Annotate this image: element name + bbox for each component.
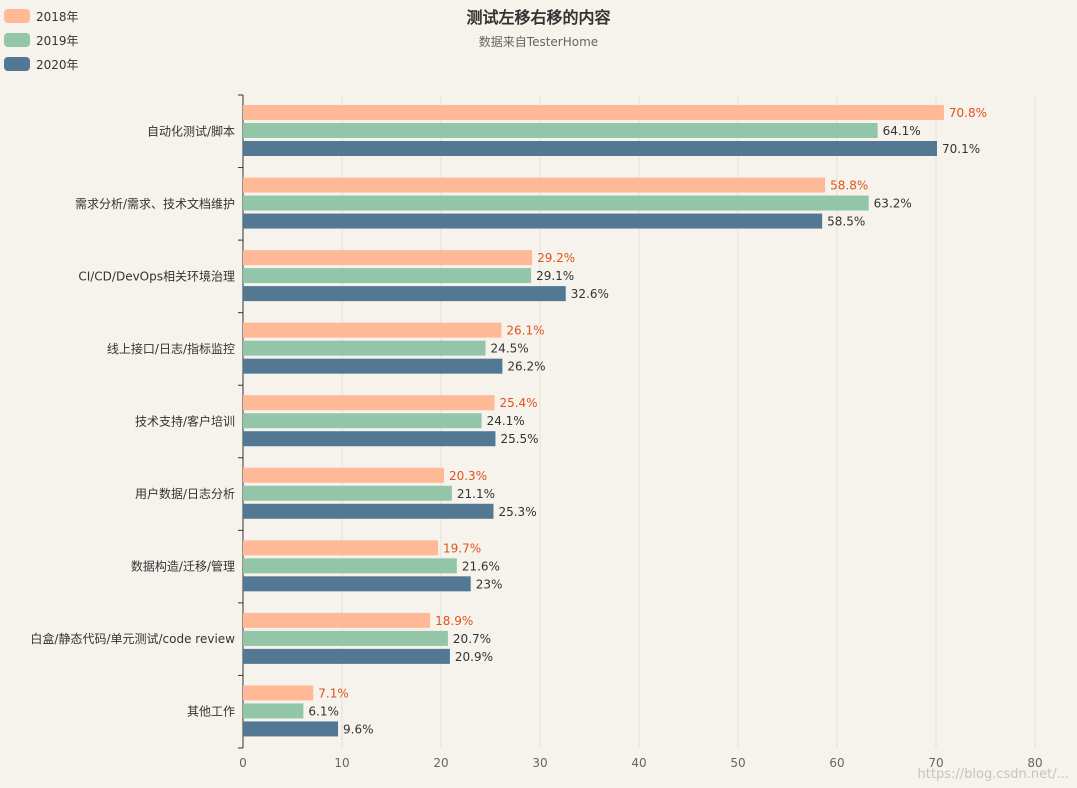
legend-swatch-2019 (4, 33, 30, 47)
bar-2019年 (243, 485, 452, 501)
bar-2018年 (243, 467, 444, 483)
legend-item-2020[interactable]: 2020年 (4, 52, 79, 76)
legend-label-2018: 2018年 (36, 9, 79, 24)
legend: 2018年 2019年 2020年 (4, 4, 79, 76)
legend-label-2019: 2019年 (36, 33, 79, 48)
x-tick-label: 60 (829, 756, 844, 770)
bar-2018年 (243, 540, 439, 556)
bar-2020年 (243, 141, 937, 156)
x-tick-label: 50 (730, 756, 745, 770)
bar-2019年 (243, 413, 482, 429)
data-label: 20.3% (449, 469, 487, 483)
bar-2018年 (243, 250, 533, 266)
bar-2019年 (243, 630, 448, 646)
data-label: 70.8% (949, 106, 987, 120)
bar-2020年 (243, 576, 471, 592)
data-label: 20.9% (455, 650, 493, 664)
data-label: 24.1% (487, 414, 525, 428)
bar-2018年 (243, 395, 495, 411)
x-tick-label: 10 (334, 756, 349, 770)
data-label: 6.1% (308, 704, 339, 718)
bar-2020年 (243, 648, 450, 664)
x-tick-label: 70 (928, 756, 943, 770)
bar-2020年 (243, 431, 496, 447)
category-label: 需求分析/需求、技术文档维护 (75, 196, 235, 211)
bar-2020年 (243, 503, 494, 519)
legend-label-2020: 2020年 (36, 57, 79, 72)
data-label: 18.9% (435, 614, 473, 628)
data-label: 19.7% (443, 541, 481, 555)
data-label: 20.7% (453, 632, 491, 646)
data-label: 70.1% (942, 142, 980, 156)
chart-title: 测试左移右移的内容 (466, 8, 611, 27)
legend-item-2018[interactable]: 2018年 (4, 4, 79, 28)
bar-2020年 (243, 213, 823, 229)
category-label: 自动化测试/脚本 (147, 123, 235, 138)
data-label: 25.3% (498, 505, 536, 519)
data-label: 25.5% (500, 432, 538, 446)
bar-2018年 (243, 105, 944, 120)
data-label: 9.6% (343, 722, 374, 736)
bar-2018年 (243, 685, 314, 701)
bar-2019年 (243, 340, 486, 356)
data-label: 29.2% (537, 251, 575, 265)
legend-item-2019[interactable]: 2019年 (4, 28, 79, 52)
bar-2019年 (243, 558, 457, 574)
legend-swatch-2020 (4, 57, 30, 71)
category-label: 数据构造/迁移/管理 (131, 559, 235, 574)
bar-2019年 (243, 268, 532, 284)
category-label: 其他工作 (187, 705, 235, 719)
x-tick-label: 0 (239, 756, 247, 770)
chart-subtitle: 数据来自TesterHome (478, 35, 599, 49)
data-label: 58.5% (827, 215, 865, 229)
x-tick-label: 20 (433, 756, 448, 770)
data-label: 63.2% (874, 197, 912, 211)
data-label: 32.6% (571, 287, 609, 301)
bar-2019年 (243, 195, 869, 211)
bar-2019年 (243, 123, 878, 138)
x-tick-label: 80 (1027, 756, 1042, 770)
bar-2020年 (243, 286, 566, 302)
bar-2018年 (243, 177, 826, 193)
data-label: 58.8% (830, 179, 868, 193)
data-label: 26.2% (507, 360, 545, 374)
category-label: 用户数据/日志分析 (135, 486, 235, 501)
bar-2020年 (243, 721, 339, 737)
category-label: 白盒/静态代码/单元测试/code review (30, 631, 235, 646)
bar-2018年 (243, 612, 431, 628)
data-label: 21.1% (457, 487, 495, 501)
watermark: https://blog.csdn.net/... (917, 767, 1069, 782)
bar-2018年 (243, 322, 502, 338)
data-label: 64.1% (883, 124, 921, 138)
legend-swatch-2018 (4, 9, 30, 23)
bar-2019年 (243, 703, 304, 719)
bar-2020年 (243, 358, 503, 374)
data-label: 23% (476, 577, 503, 591)
data-label: 29.1% (536, 269, 574, 283)
category-label: 线上接口/日志/指标监控 (107, 341, 235, 356)
data-label: 21.6% (462, 559, 500, 573)
x-tick-label: 30 (532, 756, 547, 770)
x-tick-label: 40 (631, 756, 646, 770)
data-label: 26.1% (506, 324, 544, 338)
category-label: 技术支持/客户培训 (135, 414, 235, 429)
category-label: CI/CD/DevOps相关环境治理 (78, 268, 235, 283)
data-label: 25.4% (499, 396, 537, 410)
data-label: 24.5% (491, 342, 529, 356)
data-label: 7.1% (318, 686, 349, 700)
